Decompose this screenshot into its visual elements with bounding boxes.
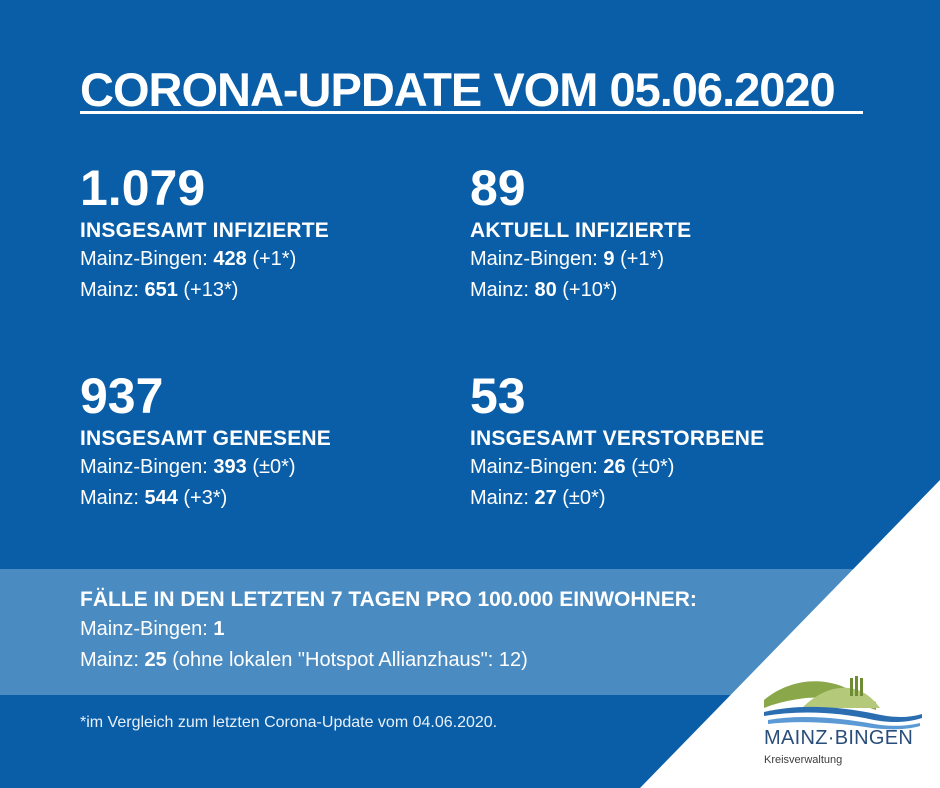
landscape-logo-icon — [764, 676, 922, 730]
region-change: (±0*) — [556, 487, 606, 509]
stat-label: AKTUELL INFIZIERTE — [470, 219, 692, 242]
region-value: 80 — [534, 279, 557, 301]
footnote: *im Vergleich zum letzten Corona-Update … — [80, 714, 498, 731]
stat-number: 937 — [80, 368, 164, 424]
region-label: Mainz-Bingen: — [470, 248, 604, 270]
region-change: (+1*) — [614, 248, 664, 270]
region-value: 544 — [144, 487, 178, 509]
region-label: Mainz-Bingen: — [80, 618, 214, 640]
stat-total-infected: 1.079 INSGESAMT INFIZIERTE Mainz-Bingen:… — [80, 160, 460, 306]
stat-line-mainz: Mainz: 27 (±0*) — [470, 483, 850, 514]
stat-number: 53 — [470, 368, 526, 424]
stat-label: INSGESAMT GENESENE — [80, 427, 331, 450]
region-value: 26 — [603, 456, 626, 478]
stat-line-mainz-bingen: Mainz-Bingen: 9 (+1*) — [470, 244, 850, 275]
stat-line-mainz: Mainz: 80 (+10*) — [470, 275, 850, 306]
logo-separator: · — [827, 727, 835, 749]
stat-total-deceased: 53 INSGESAMT VERSTORBENE Mainz-Bingen: 2… — [470, 368, 850, 514]
region-value: 27 — [534, 487, 557, 509]
stat-number: 89 — [470, 160, 526, 216]
stat-label: INSGESAMT VERSTORBENE — [470, 427, 765, 450]
region-value: 9 — [603, 248, 615, 270]
region-value: 25 — [144, 649, 167, 671]
stat-total-recovered: 937 INSGESAMT GENESENE Mainz-Bingen: 393… — [80, 368, 460, 514]
logo-name-right: BINGEN — [834, 727, 914, 749]
region-value: 651 — [144, 279, 178, 301]
logo-wordmark: MAINZ·BINGEN — [764, 727, 913, 749]
stat-label: INSGESAMT INFIZIERTE — [80, 219, 330, 242]
stat-currently-infected: 89 AKTUELL INFIZIERTE Mainz-Bingen: 9 (+… — [470, 160, 850, 306]
region-label: Mainz: — [80, 649, 145, 671]
title-underline — [80, 111, 863, 114]
incidence-section: FÄLLE IN DEN LETZTEN 7 TAGEN PRO 100.000… — [80, 586, 697, 676]
incidence-title: FÄLLE IN DEN LETZTEN 7 TAGEN PRO 100.000… — [80, 588, 697, 611]
page-title: CORONA-UPDATE VOM 05.06.2020 — [80, 63, 836, 116]
stat-number: 1.079 — [80, 160, 206, 216]
stat-line-mainz-bingen: Mainz-Bingen: 428 (+1*) — [80, 244, 460, 275]
region-value: 393 — [213, 456, 247, 478]
region-label: Mainz-Bingen: — [80, 456, 214, 478]
logo-name-left: MAINZ — [764, 727, 828, 749]
logo-subtitle: Kreisverwaltung — [764, 754, 843, 766]
region-change: (±0*) — [625, 456, 675, 478]
incidence-line-mainz-bingen: Mainz-Bingen: 1 — [80, 614, 697, 645]
stat-line-mainz-bingen: Mainz-Bingen: 26 (±0*) — [470, 452, 850, 483]
region-value: 428 — [213, 248, 247, 270]
region-change: (+3*) — [177, 487, 228, 509]
stat-line-mainz: Mainz: 651 (+13*) — [80, 275, 460, 306]
region-change: (+10*) — [556, 279, 618, 301]
region-change: (+13*) — [177, 279, 239, 301]
region-change: (±0*) — [246, 456, 296, 478]
region-value: 1 — [213, 618, 225, 640]
stat-line-mainz-bingen: Mainz-Bingen: 393 (±0*) — [80, 452, 460, 483]
region-change: (+1*) — [246, 248, 297, 270]
incidence-line-mainz: Mainz: 25 (ohne lokalen "Hotspot Allianz… — [80, 645, 697, 676]
region-label: Mainz-Bingen: — [470, 456, 604, 478]
region-label: Mainz: — [80, 279, 145, 301]
region-label: Mainz-Bingen: — [80, 248, 214, 270]
region-label: Mainz: — [470, 487, 535, 509]
region-label: Mainz: — [80, 487, 145, 509]
region-label: Mainz: — [470, 279, 535, 301]
stat-line-mainz: Mainz: 544 (+3*) — [80, 483, 460, 514]
region-note: (ohne lokalen "Hotspot Allianzhaus": 12) — [166, 649, 528, 671]
